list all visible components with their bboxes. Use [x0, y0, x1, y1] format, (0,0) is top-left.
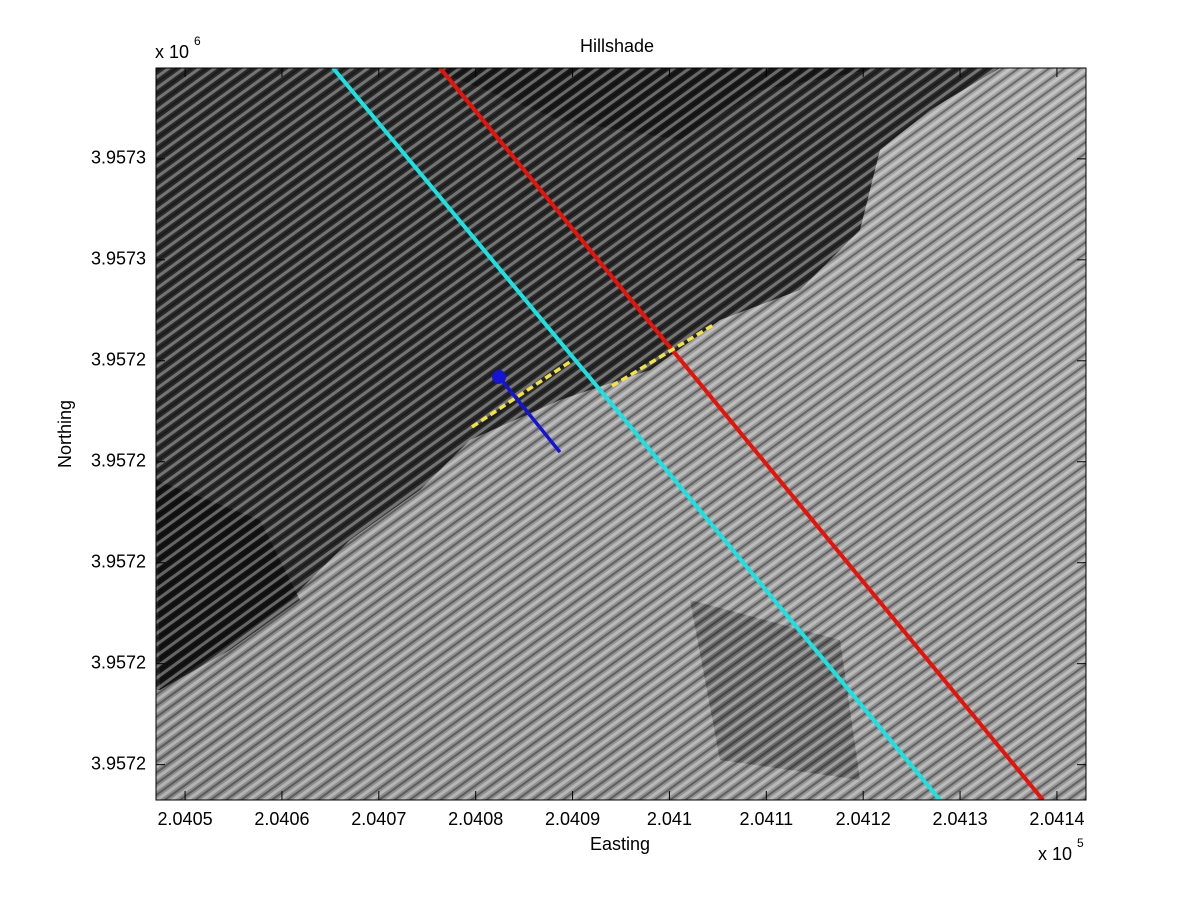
y-scale-exponent: 6	[194, 34, 201, 48]
y-tick-label: 3.9572	[91, 753, 146, 773]
y-tick-label: 3.9572	[91, 451, 146, 471]
x-tick-label: 2.0409	[545, 809, 600, 829]
y-tick-label: 3.9572	[91, 652, 146, 672]
y-tick-label: 3.9572	[91, 350, 146, 370]
line-series	[471, 322, 716, 429]
line-series	[331, 68, 942, 800]
x-tick-label: 2.041	[647, 809, 692, 829]
y-tick-label: 3.9572	[91, 551, 146, 571]
x-tick-label: 2.0414	[1029, 809, 1084, 829]
x-tick-label: 2.0412	[836, 809, 891, 829]
hillshade-image	[156, 68, 1086, 800]
x-axis-label: Easting	[590, 834, 650, 854]
chart-title: Hillshade	[580, 36, 654, 56]
x-scale-label: x 10	[1038, 844, 1072, 864]
y-scale-label: x 10	[155, 42, 189, 62]
x-tick-label: 2.0407	[351, 809, 406, 829]
x-tick-label: 2.0411	[739, 809, 793, 829]
line-series	[438, 68, 1045, 800]
y-tick-label: 3.9573	[91, 249, 146, 269]
axes-box	[155, 67, 1087, 801]
line-series	[497, 375, 562, 454]
x-tick-label: 2.0413	[933, 809, 988, 829]
x-tick-label: 2.0406	[254, 809, 309, 829]
x-tick-label: 2.0405	[158, 809, 213, 829]
line-marker	[492, 369, 507, 384]
x-scale-exponent: 5	[1077, 836, 1084, 850]
x-tick-label: 2.0408	[448, 809, 503, 829]
plot-marks	[331, 68, 1045, 800]
y-axis-label: Northing	[55, 400, 75, 468]
y-tick-label: 3.9573	[91, 148, 146, 168]
